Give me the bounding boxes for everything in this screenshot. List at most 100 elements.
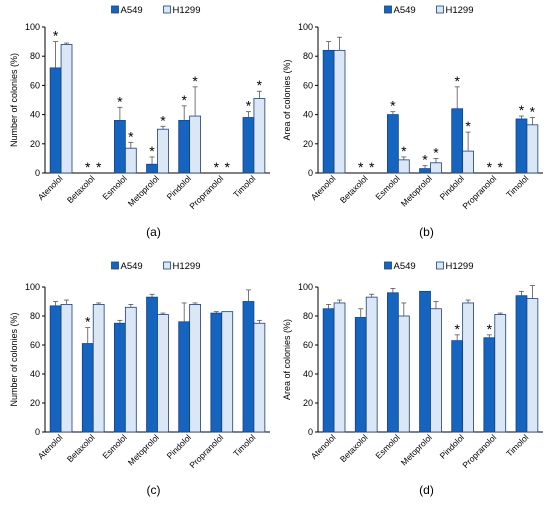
bar-A549-Timolol <box>515 118 528 174</box>
significance-asterisk: * <box>225 159 231 175</box>
x-tick-label: Timolol <box>231 432 257 458</box>
bar-H1299-Atenolol <box>333 302 346 433</box>
significance-asterisk: * <box>181 92 187 108</box>
x-tick-label: Betaxolol <box>338 173 370 205</box>
chart-panel-c: A549 H1299 0 20 40 60 80 100 Number of colonies … <box>9 261 270 497</box>
significance-asterisk: * <box>530 104 536 120</box>
bar-A549-Betaxolol <box>81 343 94 433</box>
chart-panel-d: A549 H1299 0 20 40 60 80 100 Area of colonies (%… <box>282 261 543 497</box>
bar-H1299-Esmolol <box>124 306 137 433</box>
significance-asterisk: * <box>117 93 123 109</box>
x-tick-label: Pindolol <box>438 173 467 202</box>
significance-asterisk: * <box>96 159 102 175</box>
bar-A549-Propranolol <box>483 337 496 433</box>
bar-H1299-Metoprolol <box>157 314 169 433</box>
panel-label: (a) <box>146 225 161 239</box>
bar-H1299-Betaxolol <box>365 296 378 433</box>
y-tick-label: 80 <box>303 51 313 61</box>
y-tick-label: 20 <box>303 139 313 149</box>
x-tick-label: Atenolol <box>309 173 338 202</box>
x-tick-label: Propranolol <box>187 432 225 470</box>
y-tick-label: 100 <box>298 282 313 292</box>
y-tick-label: 0 <box>308 427 313 437</box>
x-tick-label: Esmolol <box>373 173 402 202</box>
x-tick-label: Propranolol <box>460 432 498 470</box>
x-tick-label: Pindolol <box>438 432 467 461</box>
bar-A549-Atenolol <box>322 308 335 433</box>
legend-swatch-A549 <box>111 261 119 270</box>
legend-label-A549: A549 <box>394 5 416 16</box>
legend-label-A549: A549 <box>121 261 143 272</box>
legend-label-A549: A549 <box>121 5 143 16</box>
legend: A549 H1299 <box>384 5 474 16</box>
legend-label-H1299: H1299 <box>446 261 474 272</box>
bar-A549-Pindolol <box>451 108 464 174</box>
y-tick-label: 0 <box>35 427 40 437</box>
y-tick-label: 80 <box>30 51 40 61</box>
y-tick-label: 60 <box>30 80 40 90</box>
x-tick-label: Propranolol <box>460 173 498 211</box>
significance-asterisk: * <box>214 159 220 175</box>
x-tick-label: Esmolol <box>373 432 402 461</box>
legend-label-A549: A549 <box>394 261 416 272</box>
bar-H1299-Esmolol <box>397 315 410 433</box>
y-tick-label: 20 <box>303 398 313 408</box>
bar-A549-Atenolol <box>49 305 62 433</box>
y-tick-label: 20 <box>30 139 40 149</box>
y-tick-label: 0 <box>308 168 313 178</box>
chart-panel-b: A549 H1299 0 20 40 60 80 100 Area of colonies (%… <box>282 5 543 239</box>
bar-A549-Esmolol <box>114 322 126 433</box>
bar-H1299-Metoprolol <box>430 162 442 174</box>
significance-asterisk: * <box>498 159 504 175</box>
significance-asterisk: * <box>192 73 198 89</box>
x-tick-label: Metoprolol <box>126 173 161 208</box>
bar-A549-Esmolol <box>387 292 399 433</box>
y-tick-label: 80 <box>30 311 40 321</box>
bar-H1299-Timolol <box>526 298 539 433</box>
y-tick-label: 60 <box>303 80 313 90</box>
y-tick-label: 60 <box>303 340 313 350</box>
bar-A549-Atenolol <box>49 67 62 174</box>
y-tick-label: 100 <box>25 22 40 32</box>
x-tick-label: Esmolol <box>100 432 129 461</box>
significance-asterisk: * <box>160 112 166 128</box>
significance-asterisk: * <box>149 143 155 159</box>
x-tick-label: Metoprolol <box>126 432 161 467</box>
bar-A549-Metoprolol <box>146 163 158 174</box>
legend-swatch-A549 <box>384 261 392 270</box>
significance-asterisk: * <box>454 321 460 337</box>
bar-A549-Pindolol <box>178 321 191 433</box>
legend-swatch-H1299 <box>163 261 171 270</box>
x-tick-label: Atenolol <box>309 432 338 461</box>
bar-A549-Metoprolol <box>146 296 158 433</box>
legend-label-H1299: H1299 <box>446 5 474 16</box>
bar-H1299-Propranolol <box>494 314 507 433</box>
y-tick-label: 100 <box>298 22 313 32</box>
bar-H1299-Atenolol <box>60 44 73 174</box>
y-axis-label: Number of colonies (%) <box>9 312 19 406</box>
bar-A549-Atenolol <box>322 49 335 174</box>
y-axis-label: Area of colonies (%) <box>282 59 292 140</box>
bar-A549-Propranolol <box>210 312 223 433</box>
bar-A549-Pindolol <box>178 120 191 174</box>
bar-H1299-Esmolol <box>397 159 410 174</box>
legend-label-H1299: H1299 <box>173 5 201 16</box>
x-tick-label: Timolol <box>504 173 530 199</box>
significance-asterisk: * <box>422 152 428 168</box>
x-tick-label: Atenolol <box>36 173 65 202</box>
bar-H1299-Timolol <box>253 98 266 174</box>
bar-A549-Esmolol <box>387 114 399 174</box>
bar-A549-Esmolol <box>114 120 126 174</box>
bar-H1299-Esmolol <box>124 147 137 174</box>
panel-label: (c) <box>147 483 161 497</box>
significance-asterisk: * <box>433 144 439 160</box>
y-axis-label: Area of colonies (%) <box>282 319 292 400</box>
significance-asterisk: * <box>85 159 91 175</box>
significance-asterisk: * <box>454 73 460 89</box>
bar-A549-Timolol <box>242 117 255 174</box>
bar-H1299-Propranolol <box>221 311 234 433</box>
significance-asterisk: * <box>487 321 493 337</box>
x-tick-label: Esmolol <box>100 173 129 202</box>
bar-H1299-Metoprolol <box>157 128 169 174</box>
